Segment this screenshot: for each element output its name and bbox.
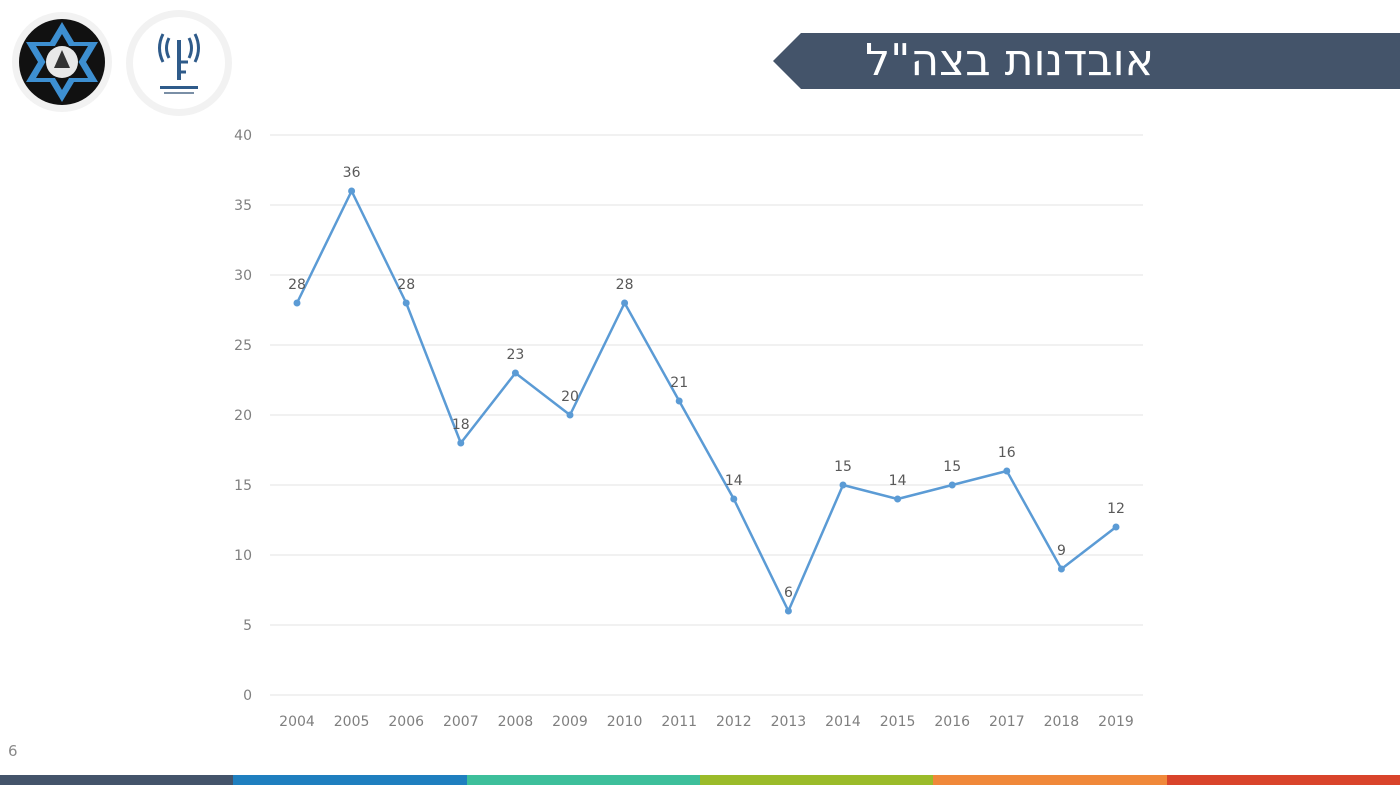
data-point xyxy=(348,187,356,195)
y-tick-label: 0 xyxy=(243,688,252,704)
right-logo xyxy=(126,10,232,116)
data-label: 36 xyxy=(343,165,361,181)
data-point xyxy=(457,439,465,447)
data-point xyxy=(784,607,792,615)
data-label: 16 xyxy=(998,445,1016,461)
x-tick-label: 2018 xyxy=(1044,714,1080,730)
footer-segment-2 xyxy=(233,775,467,785)
data-label: 28 xyxy=(288,277,306,293)
data-point xyxy=(293,299,301,307)
title-banner-shape xyxy=(773,33,1400,89)
x-tick-label: 2008 xyxy=(498,714,534,730)
y-tick-label: 35 xyxy=(234,198,252,214)
data-label: 20 xyxy=(561,389,579,405)
y-tick-label: 5 xyxy=(243,618,252,634)
x-tick-label: 2015 xyxy=(880,714,916,730)
x-tick-label: 2016 xyxy=(934,714,970,730)
x-tick-label: 2010 xyxy=(607,714,643,730)
x-tick-label: 2006 xyxy=(388,714,424,730)
x-tick-label: 2017 xyxy=(989,714,1025,730)
y-tick-label: 20 xyxy=(234,408,252,424)
data-point xyxy=(1003,467,1011,475)
title-banner: אובדנות בצה"ל xyxy=(773,33,1400,89)
data-point xyxy=(730,495,738,503)
data-label: 15 xyxy=(834,459,852,475)
data-label: 6 xyxy=(784,585,793,601)
data-label: 28 xyxy=(397,277,415,293)
star-of-david-emblem-icon xyxy=(19,19,105,105)
data-point xyxy=(839,481,847,489)
data-label: 9 xyxy=(1057,543,1066,559)
data-point xyxy=(675,397,683,405)
x-tick-label: 2014 xyxy=(825,714,861,730)
x-tick-label: 2004 xyxy=(279,714,315,730)
x-tick-label: 2011 xyxy=(661,714,697,730)
data-point xyxy=(511,369,519,377)
data-label: 15 xyxy=(943,459,961,475)
y-tick-label: 40 xyxy=(234,128,252,144)
x-tick-label: 2012 xyxy=(716,714,752,730)
data-label: 28 xyxy=(616,277,634,293)
x-tick-label: 2009 xyxy=(552,714,588,730)
footer-segment-4 xyxy=(699,775,934,785)
x-tick-label: 2007 xyxy=(443,714,479,730)
footer-segment-5 xyxy=(933,775,1167,785)
y-tick-label: 30 xyxy=(234,268,252,284)
footer-color-bar xyxy=(0,775,1400,785)
data-label: 23 xyxy=(506,347,524,363)
y-tick-label: 10 xyxy=(234,548,252,564)
data-point xyxy=(566,411,574,419)
data-label: 12 xyxy=(1107,501,1125,517)
data-point xyxy=(621,299,629,307)
series-line xyxy=(295,189,1117,613)
x-tick-label: 2005 xyxy=(334,714,370,730)
data-point xyxy=(402,299,410,307)
x-tick-label: 2019 xyxy=(1098,714,1134,730)
x-tick-label: 2013 xyxy=(771,714,807,730)
footer-segment-1 xyxy=(0,775,234,785)
y-tick-label: 25 xyxy=(234,338,252,354)
y-tick-label: 15 xyxy=(234,478,252,494)
data-label: 18 xyxy=(452,417,470,433)
data-label: 21 xyxy=(670,375,688,391)
slide-title: אובדנות בצה"ל xyxy=(865,35,1154,86)
left-logo xyxy=(12,12,112,112)
antenna-emblem-icon xyxy=(133,17,225,109)
footer-segment-6 xyxy=(1166,775,1400,785)
data-point xyxy=(1057,565,1065,573)
data-label: 14 xyxy=(725,473,743,489)
data-point xyxy=(894,495,902,503)
page-number: 6 xyxy=(8,742,18,760)
data-point xyxy=(948,481,956,489)
footer-segment-3 xyxy=(466,775,700,785)
data-point xyxy=(1112,523,1120,531)
data-label: 14 xyxy=(889,473,907,489)
